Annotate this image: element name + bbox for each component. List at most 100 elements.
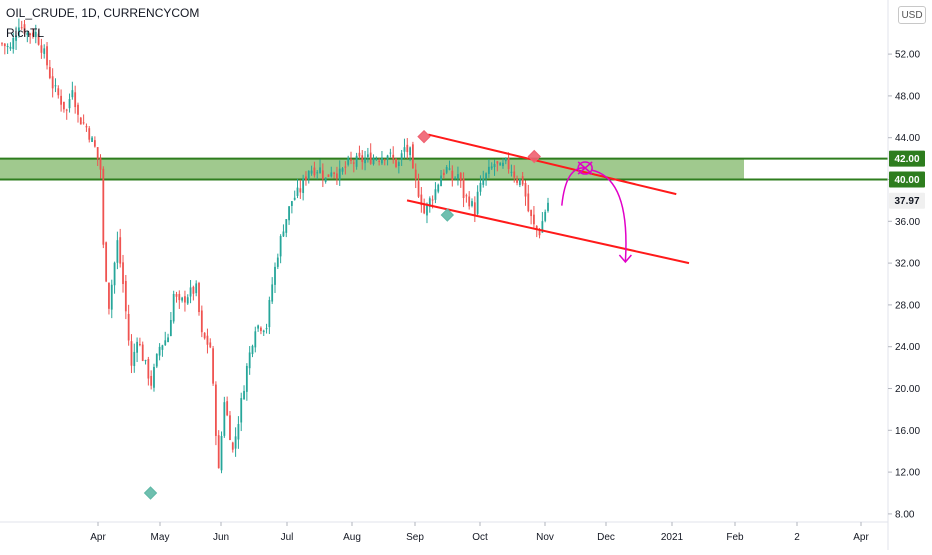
projection-fall-curve[interactable] (590, 169, 627, 262)
candle[interactable] (527, 184, 530, 213)
candle[interactable] (412, 141, 414, 169)
candle[interactable] (254, 326, 257, 353)
candle[interactable] (533, 206, 535, 228)
candle[interactable] (451, 165, 454, 187)
candle[interactable] (547, 197, 549, 213)
candle[interactable] (93, 136, 96, 148)
candle[interactable] (223, 396, 226, 438)
candle[interactable] (541, 212, 544, 233)
candle[interactable] (406, 138, 409, 159)
candle[interactable] (341, 167, 344, 175)
candle[interactable] (262, 329, 265, 337)
candle[interactable] (305, 171, 307, 186)
candle[interactable] (330, 166, 333, 178)
candle[interactable] (336, 166, 338, 185)
candle[interactable] (34, 24, 37, 44)
candle[interactable] (20, 20, 23, 30)
candle[interactable] (82, 114, 85, 125)
candle[interactable] (136, 337, 138, 363)
candle[interactable] (60, 89, 63, 112)
candle[interactable] (181, 296, 184, 303)
candle[interactable] (296, 178, 299, 199)
candle[interactable] (119, 228, 122, 268)
candle[interactable] (347, 155, 350, 167)
pivot-low-marker[interactable] (440, 208, 455, 222)
candle[interactable] (153, 363, 155, 392)
candle[interactable] (389, 148, 392, 158)
candle[interactable] (434, 182, 437, 204)
candle[interactable] (184, 290, 186, 312)
candle[interactable] (321, 163, 324, 188)
candle[interactable] (288, 206, 290, 225)
candle[interactable] (316, 170, 319, 180)
candle[interactable] (271, 277, 274, 304)
candle[interactable] (364, 150, 366, 171)
candle[interactable] (32, 28, 34, 39)
candle[interactable] (268, 296, 271, 335)
candle[interactable] (116, 231, 119, 270)
candle[interactable] (290, 200, 293, 214)
candle[interactable] (155, 353, 158, 369)
candle[interactable] (440, 169, 442, 187)
candle[interactable] (127, 304, 130, 346)
candle[interactable] (485, 172, 487, 186)
candle[interactable] (400, 149, 403, 166)
candle[interactable] (77, 102, 79, 123)
candle[interactable] (110, 279, 113, 319)
candle[interactable] (243, 385, 245, 400)
candle[interactable] (96, 147, 99, 166)
candle[interactable] (375, 156, 378, 162)
candle[interactable] (1, 42, 3, 47)
candle[interactable] (113, 261, 116, 294)
candle[interactable] (352, 159, 355, 173)
candle[interactable] (6, 43, 9, 55)
candle[interactable] (48, 59, 51, 80)
candle[interactable] (130, 334, 133, 374)
candle[interactable] (479, 175, 482, 196)
candle[interactable] (502, 158, 504, 169)
candle[interactable] (426, 202, 428, 224)
candle[interactable] (99, 154, 102, 179)
candle[interactable] (302, 174, 305, 201)
candle[interactable] (124, 274, 127, 320)
candle[interactable] (175, 291, 178, 303)
candle[interactable] (530, 209, 533, 225)
candle[interactable] (462, 172, 465, 208)
candle[interactable] (392, 146, 395, 164)
candle[interactable] (200, 305, 203, 338)
support-resistance-zone[interactable] (0, 158, 744, 180)
candle[interactable] (231, 441, 234, 453)
candle[interactable] (518, 178, 521, 188)
projection-arrowhead[interactable] (618, 254, 632, 264)
candle[interactable] (282, 224, 285, 237)
target-circle[interactable] (577, 161, 593, 175)
candle[interactable] (212, 345, 214, 386)
candle[interactable] (209, 338, 212, 349)
candle[interactable] (496, 160, 499, 172)
candle[interactable] (344, 161, 347, 175)
candle[interactable] (46, 42, 48, 70)
candle[interactable] (102, 166, 105, 249)
candle[interactable] (91, 135, 93, 142)
candle[interactable] (327, 174, 330, 178)
candle[interactable] (139, 337, 141, 347)
candle[interactable] (524, 180, 527, 206)
candle[interactable] (516, 175, 518, 186)
candle[interactable] (40, 38, 43, 59)
candle[interactable] (369, 143, 372, 165)
indicator-label[interactable]: RichTL (6, 26, 44, 40)
candle[interactable] (361, 150, 364, 170)
candle[interactable] (355, 152, 358, 170)
candle[interactable] (133, 343, 136, 373)
candle[interactable] (248, 346, 251, 375)
candle[interactable] (319, 159, 321, 174)
candle[interactable] (245, 363, 248, 401)
candle[interactable] (397, 160, 400, 174)
candle[interactable] (9, 42, 12, 51)
candle[interactable] (88, 126, 91, 143)
candle[interactable] (161, 344, 164, 357)
candle[interactable] (79, 116, 82, 125)
candle[interactable] (420, 186, 423, 213)
candle[interactable] (366, 147, 369, 163)
